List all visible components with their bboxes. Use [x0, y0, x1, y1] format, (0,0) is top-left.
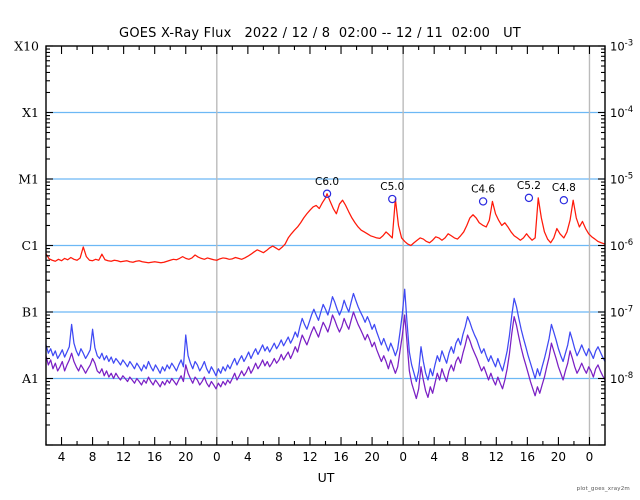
left-axis-label-x1: X1 — [22, 105, 39, 120]
x-tick-label-13: 8 — [461, 450, 469, 464]
right-axis-label-3: 10-6 — [610, 238, 633, 253]
flare-label-C5.0: C5.0 — [380, 181, 404, 193]
right-axis-label-2: 10-5 — [610, 172, 633, 187]
x-tick-label-17: 0 — [586, 450, 594, 464]
flare-marker-C5.0[interactable] — [388, 194, 397, 204]
x-tick-label-16: 20 — [551, 450, 566, 464]
flare-markers: C6.0 C5.0 C4.6 C5.2 C4.8 — [315, 176, 576, 206]
flare-label-C4.8: C4.8 — [552, 182, 576, 194]
x-tick-label-8: 12 — [302, 450, 317, 464]
flare-label-C6.0: C6.0 — [315, 176, 339, 188]
x-axis-title: UT — [318, 470, 335, 485]
x-tick-label-3: 16 — [147, 450, 162, 464]
right-axis-label-1: 10-4 — [610, 105, 633, 120]
x-tick-label-2: 12 — [116, 450, 131, 464]
right-axis-label-5: 10-8 — [610, 371, 633, 386]
series-line-1 — [45, 288, 606, 383]
left-axis-label-a1: A1 — [21, 371, 39, 386]
left-axis-label-c1: C1 — [21, 238, 39, 253]
x-tick-label-4: 20 — [178, 450, 193, 464]
right-axis-label-0: 10-3 — [610, 39, 633, 54]
x-tick-label-10: 20 — [364, 450, 379, 464]
x-tick-label-6: 4 — [244, 450, 252, 464]
right-axis-label-4: 10-7 — [610, 305, 633, 320]
left-axis-labels: X10 X1 M1 C1 B1 A1 — [14, 39, 39, 387]
x-tick-label-7: 8 — [275, 450, 283, 464]
x-tick-label-14: 12 — [489, 450, 504, 464]
x-axis-tick-labels: 4 8 12 16 20 0 4 8 12 16 20 0 4 8 12 16 20 0 — [58, 450, 594, 464]
left-axis-label-b1: B1 — [22, 305, 39, 320]
flare-label-C4.6: C4.6 — [471, 183, 495, 195]
flare-marker-C4.8[interactable] — [559, 195, 569, 205]
left-axis-label-x10: X10 — [14, 39, 39, 54]
x-tick-label-9: 16 — [333, 450, 348, 464]
watermark-text: plot_goes_xray2m — [576, 486, 630, 492]
series-line-0 — [45, 193, 606, 264]
day-separators — [216, 46, 591, 445]
page-title: GOES X-Ray Flux 2022 / 12 / 8 02:00 -- 1… — [119, 26, 521, 41]
gridlines — [46, 111, 605, 380]
x-tick-label-15: 16 — [520, 450, 535, 464]
left-axis-label-m1: M1 — [18, 172, 39, 187]
flare-marker-C4.6[interactable] — [478, 197, 488, 206]
data-series — [45, 193, 606, 400]
x-tick-label-0: 4 — [58, 450, 66, 464]
axis-ticks — [45, 45, 606, 446]
x-tick-label-1: 8 — [89, 450, 97, 464]
x-tick-label-11: 0 — [399, 450, 407, 464]
x-tick-label-5: 0 — [213, 450, 221, 464]
flare-label-C5.2: C5.2 — [517, 180, 541, 192]
flare-marker-C5.2[interactable] — [524, 193, 534, 203]
right-axis-labels: 10-3 10-4 10-5 10-6 10-7 10-8 — [610, 39, 633, 387]
x-tick-label-12: 4 — [430, 450, 438, 464]
flare-marker-C6.0[interactable] — [322, 189, 332, 198]
series-line-2 — [45, 311, 606, 400]
